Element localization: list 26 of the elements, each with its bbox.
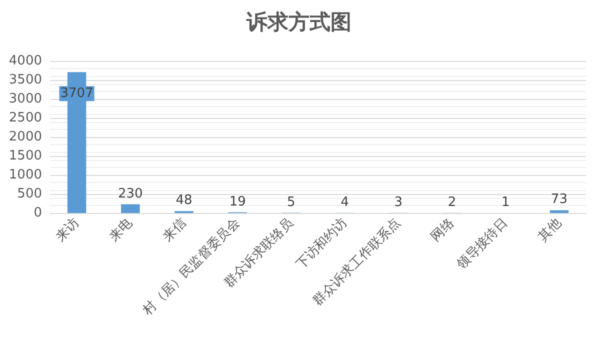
y-tick-label: 2500 <box>8 110 42 126</box>
data-label: 5 <box>287 194 296 210</box>
data-label: 3707 <box>60 86 94 102</box>
bar <box>550 210 569 213</box>
data-label: 1 <box>501 194 510 210</box>
chart-title: 诉求方式图 <box>246 9 352 34</box>
y-tick-label: 1500 <box>8 148 42 164</box>
x-tick-label: 其他 <box>536 216 565 245</box>
y-tick-label: 2000 <box>8 130 42 144</box>
data-label: 19 <box>229 194 246 210</box>
y-tick-label: 3500 <box>8 72 42 88</box>
data-label: 48 <box>176 193 192 208</box>
y-tick-label: 3000 <box>8 92 42 106</box>
data-label: 4 <box>340 194 349 210</box>
x-tick-label: 来电 <box>106 216 136 245</box>
y-tick-label: 500 <box>17 186 42 202</box>
data-label: 73 <box>550 192 568 208</box>
data-label: 2 <box>448 194 456 210</box>
x-tick-label: 来访 <box>52 214 82 245</box>
y-tick-label: 1000 <box>8 168 42 182</box>
data-label: 230 <box>118 186 143 202</box>
y-tick-label: 4000 <box>8 54 42 68</box>
y-tick-label: 0 <box>34 206 42 220</box>
bar <box>121 204 140 213</box>
data-label: 3 <box>394 194 403 210</box>
x-tick-label: 来信 <box>160 216 190 245</box>
